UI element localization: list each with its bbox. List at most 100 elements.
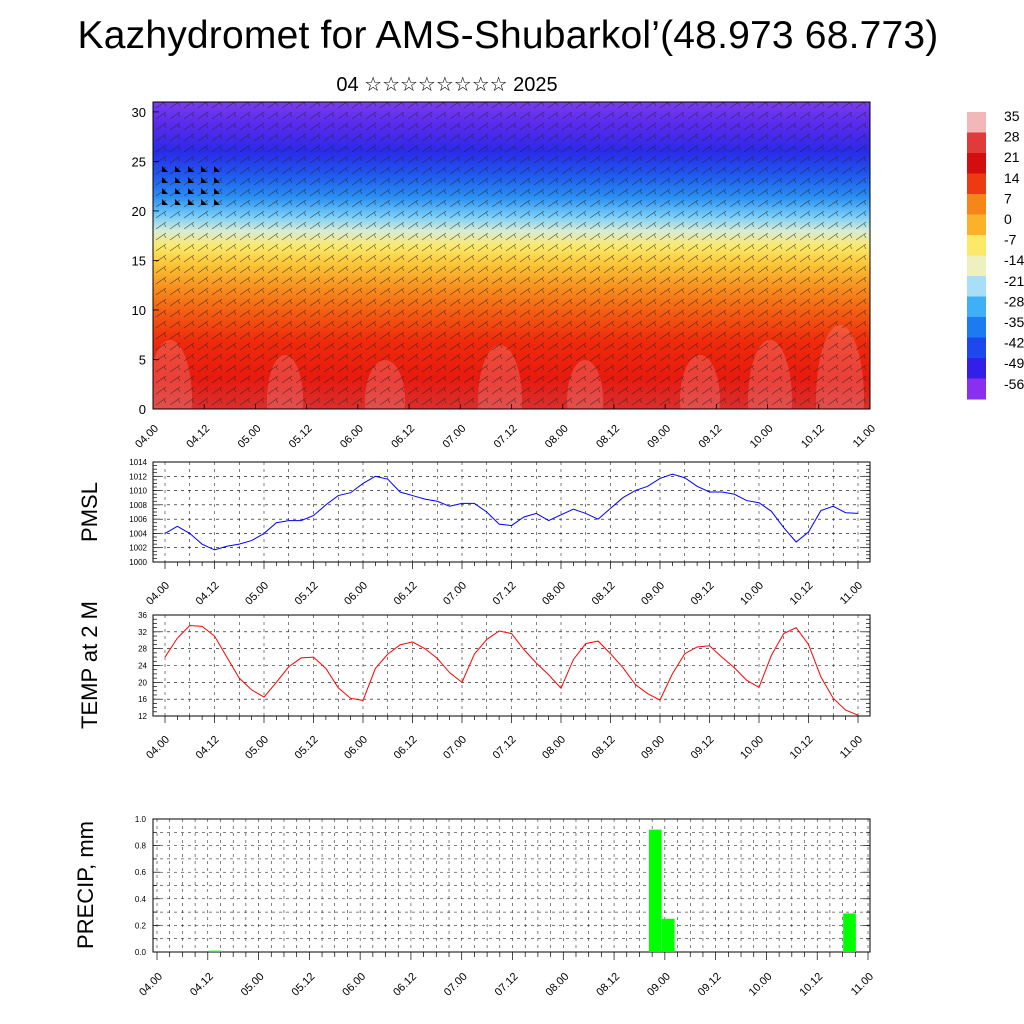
wind-flag [175,177,181,183]
y-tick-label: 0.6 [135,868,147,877]
page-title: Kazhydromet for AMS-Shubarkol’(48.973 68… [77,14,939,57]
wind-flag [201,166,207,172]
time-tick-label: 10.00 [738,580,766,608]
heatmap-x-tick-label: 09.00 [645,423,673,451]
precip-bar [648,829,662,952]
heatmap-y-tick-label: 5 [139,352,146,367]
y-tick-label: 1004 [129,529,147,538]
time-tick-label: 07.00 [442,971,470,999]
colorbar-label: -21 [1004,273,1024,289]
time-tick-label: 08.00 [540,734,568,762]
time-tick-label: 04.12 [188,971,216,999]
wind-flag [162,166,168,172]
colorbar-label: -56 [1004,376,1024,392]
precip-bar [661,918,675,952]
colorbar-swatch [967,276,986,297]
colorbar-swatch [967,337,986,359]
time-tick-label: 05.00 [243,580,271,608]
colorbar-swatch [967,194,986,215]
heatmap-x-tick-label: 04.00 [133,423,161,451]
y-tick-label: 1.0 [135,815,147,824]
time-tick-label: 10.12 [788,734,816,762]
heatmap-y-tick-label: 10 [132,303,146,318]
time-tick-label: 04.12 [194,580,222,608]
wind-flag [175,188,181,194]
heatmap-x-tick-label: 06.00 [338,423,366,451]
wind-flag [201,188,207,194]
colorbar-label: 28 [1004,129,1020,145]
colorbar-swatch [967,214,986,236]
heatmap-x-tick-label: 04.12 [184,423,212,451]
time-tick-label: 09.12 [696,971,724,999]
time-tick-label: 04.12 [194,734,222,762]
time-tick-label: 05.00 [239,971,267,999]
time-tick-label: 06.00 [342,734,370,762]
time-tick-label: 04.00 [144,734,172,762]
wind-flag [188,188,194,194]
y-tick-label: 1000 [129,558,147,567]
colorbar-label: -28 [1004,293,1024,309]
colorbar-swatch [967,112,986,133]
time-tick-label: 07.12 [493,971,521,999]
heatmap-x-tick-label: 09.12 [697,423,725,451]
time-tick-label: 11.00 [849,971,876,998]
wind-flag [188,166,194,172]
heatmap-x-tick-label: 10.00 [748,423,776,451]
wind-flag [214,166,220,172]
time-tick-label: 11.00 [838,734,865,761]
colorbar-swatch [967,153,986,174]
y-tick-label: 16 [138,695,147,704]
time-tick-label: 07.00 [441,734,469,762]
wind-flag [175,199,181,205]
colorbar-label: 21 [1004,149,1020,165]
heatmap-x-tick-label: 07.00 [440,423,468,451]
y-axis-title: PMSL [77,482,102,542]
y-tick-label: 1002 [129,544,147,553]
page-subtitle: 04 ☆☆☆☆☆☆☆☆ 2025 [336,74,558,96]
colorbar-label: -49 [1004,355,1024,371]
time-tick-label: 05.12 [293,580,321,608]
wind-flag [201,199,207,205]
colorbar-swatch [967,378,986,400]
time-tick-label: 04.00 [137,971,165,999]
time-tick-label: 09.00 [639,734,667,762]
wind-flag [214,199,220,205]
time-tick-label: 06.12 [392,580,420,608]
time-tick-label: 09.00 [645,971,673,999]
time-tick-label: 08.00 [540,580,568,608]
colorbar-label: -7 [1004,232,1017,248]
time-tick-label: 06.00 [342,580,370,608]
time-tick-label: 05.00 [243,734,271,762]
colorbar-label: 7 [1004,190,1012,206]
colorbar-swatch [967,358,986,379]
colorbar-label: 0 [1004,211,1012,227]
time-tick-label: 11.00 [838,580,865,607]
wind-flag [162,199,168,205]
colorbar-swatch [967,296,986,318]
heatmap-y-tick-label: 20 [132,204,146,219]
heatmap-x-tick-label: 08.12 [594,423,622,451]
y-tick-label: 1008 [129,501,147,510]
wind-flag [201,177,207,183]
time-tick-label: 04.00 [144,580,172,608]
y-axis-title: PRECIP, mm [73,821,98,949]
precip-bar [843,913,856,952]
time-tick-label: 10.00 [738,734,766,762]
colorbar-label: -35 [1004,314,1024,330]
y-tick-label: 1014 [129,458,147,467]
y-tick-label: 20 [138,678,147,687]
time-tick-label: 08.12 [594,971,622,999]
heatmap-x-tick-label: 07.12 [492,423,520,451]
time-tick-label: 05.12 [290,971,318,999]
heatmap-x-tick-label: 05.00 [236,423,264,451]
colorbar-swatch [967,317,986,338]
y-tick-label: 36 [138,611,147,620]
wind-flag [188,199,194,205]
wind-barbs [153,102,870,409]
time-tick-label: 09.00 [639,580,667,608]
colorbar-label: -42 [1004,335,1024,351]
y-tick-label: 1006 [129,515,147,524]
y-axis-title: TEMP at 2 M [77,601,102,729]
time-tick-label: 09.12 [689,734,717,762]
